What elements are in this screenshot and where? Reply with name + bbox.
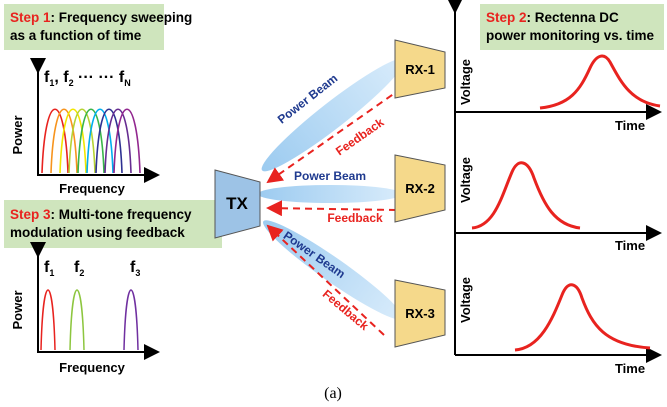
axis-label: Power — [10, 290, 25, 329]
axis-label: Time — [615, 118, 645, 133]
axis-label: Frequency — [59, 181, 126, 196]
tone-label: f2 — [74, 259, 84, 278]
spectrum-arches — [41, 108, 141, 174]
spectrum-arch — [104, 108, 132, 174]
tx-block — [214, 169, 261, 239]
step-text: Step 3: Multi-tone frequency modulation u… — [10, 207, 192, 240]
axis — [30, 58, 160, 183]
voltage-curve — [539, 54, 661, 110]
tone-arch — [69, 289, 85, 351]
rx-block — [394, 279, 446, 348]
rx-label: RX-1 — [405, 62, 435, 77]
tone-arch — [40, 289, 56, 351]
voltage-curve — [514, 283, 651, 352]
step-box — [4, 4, 164, 50]
power-beam — [261, 58, 405, 172]
feedback-arrow — [266, 224, 385, 336]
spectrum-arch — [50, 108, 78, 174]
axis-label: Frequency — [59, 360, 126, 375]
spectrum-arch — [95, 108, 123, 174]
spectrum-arch — [77, 108, 105, 174]
tone-label: f3 — [130, 259, 140, 278]
beam-label: Power Beam — [281, 228, 348, 281]
step-box — [480, 4, 664, 50]
axis-label: Voltage — [458, 157, 473, 203]
spectrum-arch — [86, 108, 114, 174]
spectrum-arch — [113, 108, 141, 174]
spectrum-arch — [59, 108, 87, 174]
tone-label: f1 — [44, 259, 54, 278]
axis-label: Voltage — [458, 59, 473, 105]
axis-label: Power — [10, 115, 25, 154]
rx-label: RX-2 — [405, 181, 435, 196]
tone-arch — [123, 289, 139, 351]
step-text: Step 2: Rectenna DC power monitoring vs. … — [486, 10, 655, 43]
power-beam — [258, 185, 402, 203]
feedback-arrow — [266, 200, 397, 217]
beam-label: Power Beam — [294, 169, 366, 183]
freq-label: f1, f2 ··· ··· fN — [44, 69, 131, 88]
feedback-arrow — [266, 87, 403, 184]
feedback-label: Feedback — [327, 211, 383, 225]
axis-label: Time — [615, 238, 645, 253]
tx-label: TX — [226, 194, 248, 213]
voltage-curve — [471, 161, 581, 230]
step-box — [4, 200, 222, 248]
rx-block — [394, 154, 446, 223]
spectrum-arch — [41, 108, 69, 174]
power-beam — [263, 220, 403, 320]
rx-label: RX-3 — [405, 306, 435, 321]
axis-label: Time — [615, 361, 645, 376]
axis-label: Voltage — [458, 277, 473, 323]
caption: (a) — [324, 385, 342, 402]
rx-block — [394, 39, 446, 99]
axis — [30, 242, 160, 360]
spectrum-arch — [68, 108, 96, 174]
step-text: Step 1: Frequency sweeping as a function … — [10, 10, 192, 43]
